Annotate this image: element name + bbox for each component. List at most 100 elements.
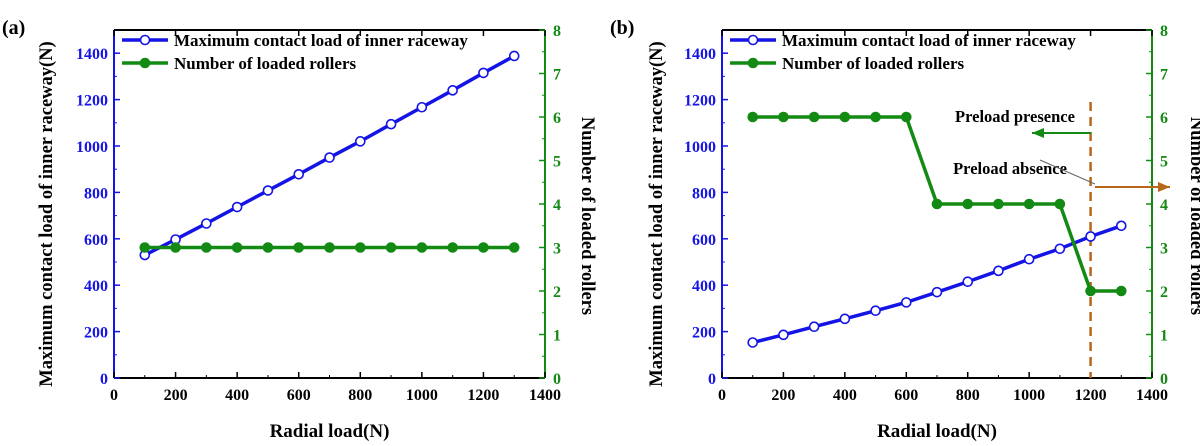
panel-b-y-tick-label: 1000 [684,139,716,156]
panel-b-x-tick-label: 1200 [1075,387,1107,404]
panel-b-y2-tick-label: 7 [1160,67,1168,84]
panel-b-series-2-point [1054,198,1066,210]
panel-b-series-2-point [993,198,1004,210]
panel-b-legend-marker-1 [747,34,759,46]
panel-b-annotation-text-1: Preload presence [955,107,1075,126]
panel-a-series-1-point [447,85,458,96]
panel-b-x-tick-label: 0 [718,387,726,404]
panel-a-x-tick-label: 1000 [406,387,438,404]
panel-a-series-2-point [293,242,305,253]
panel-b-series-2-point [870,111,881,123]
panel-b-x-tick-label: 400 [833,387,857,404]
panel-a-x-tick-label: 1200 [467,387,499,404]
panel-a-y2-tick-label: 6 [553,110,561,127]
panel-a-series-1-point [354,136,366,147]
panel-a-series-2-point [385,242,397,253]
panel-a-series-1-point [385,118,397,130]
panel-a-series-1-point [478,67,489,79]
panel-a-series-1-point [324,152,335,163]
panel-b-y2-tick-label: 1 [1160,328,1168,345]
panel-b-x-tick-label: 1000 [1013,387,1045,404]
panel-a-x-tick-label: 400 [225,387,249,404]
panel-b-series-1-point [900,297,912,308]
panel-b-annotation-text-2: Preload absence [953,159,1067,178]
panel-a-y-tick-label: 1200 [76,93,108,110]
panel-b-annotation-leader-line [1039,159,1096,185]
panel-a-series-2-point [508,242,520,253]
panel-a-y-tick-label: 600 [84,232,108,249]
panel-b-series-1-point [1054,243,1066,255]
panel-a-y2-tick-label: 3 [553,241,561,258]
panel-b-series-2-point [900,111,912,123]
panel-a-series-2-point [139,242,151,253]
panel-a-series-2-point [354,242,366,253]
panel-a-x-axis-label: Radial load(N) [270,421,390,442]
panel-b-y2-tick-label: 6 [1160,110,1168,127]
panel-b-series-1-point [1085,231,1096,242]
panel-a-y2-tick-label: 0 [553,371,561,388]
panel-a-x-tick-label: 1400 [529,387,561,404]
panel-b-series-2-point [747,111,759,123]
panel-b-series-2-point [931,198,943,210]
panel-b-legend-label-2: Number of loaded rollers [782,54,964,73]
panel-a-series-2-point [478,242,489,253]
panel-b-legend-label-1: Maximum contact load of inner raceway [782,31,1076,50]
panel-a-series-1-point [293,169,305,180]
panel-a-y-tick-label: 200 [84,325,108,342]
panel-a-legend-label-1: Maximum contact load of inner raceway [174,31,468,50]
panel-a-y-tick-label: 1400 [76,46,108,63]
panel-a-series-1-point [508,50,520,62]
panel-a-series-1-point [262,185,274,196]
panel-b-series-1-point [931,286,943,298]
panel-a-legend-marker-2 [139,57,151,69]
panel-b-series-1-point [962,276,974,288]
panel-a-y-tick-label: 1000 [76,139,108,156]
panel-b-y2-tick-label: 8 [1160,23,1168,40]
panel-b-y-tick-label: 400 [692,278,716,295]
panel-a-y-tick-label: 400 [84,278,108,295]
panel-b-series-1-point [1023,253,1035,265]
panel-a-y-axis-label: Maximum contact load of inner raceway(N) [37,41,57,386]
panel-b-series-1-point [778,329,789,341]
panel-a-legend-marker-1 [139,34,151,46]
panel-b-series-2-point [839,111,851,123]
panel-b-legend-marker-2 [747,57,759,69]
panel-b-x-tick-label: 600 [894,387,918,404]
panel-a-x-tick-label: 200 [164,387,188,404]
panel-a-series-2-point [231,242,243,253]
panel-b-y-axis-label: Maximum contact load of inner raceway(N) [647,41,667,386]
panel-b-series-1-point [808,321,820,333]
panel-b-y2-axis-label: Number of loaded rollers [1186,117,1200,315]
panel-b-y2-tick-label: 5 [1160,154,1168,171]
panel-b-y-tick-label: 800 [692,185,716,202]
panel-b-y2-tick-label: 2 [1160,284,1168,301]
panel-b-series-2-point [1085,285,1096,297]
panel-b-series-2-point [962,198,974,210]
panel-b-series-2-point [778,111,789,123]
panel-b-x-tick-label: 800 [956,387,980,404]
panel-b-series-1-point [1115,220,1127,232]
panel-b-series-1-point [747,337,759,348]
panel-a-series-2-point [324,242,335,253]
panel-b-y2-tick-label: 0 [1160,371,1168,388]
panel-b-y-tick-label: 1400 [684,46,716,63]
panel-a-series-1-point [231,201,243,213]
panel-b-y-tick-label: 0 [708,371,716,388]
panel-b-series-1-point [870,305,881,317]
panel-b-series-line-1 [752,224,1122,345]
panel-b-y2-tick-label: 3 [1160,241,1168,258]
panel-a-series-2-point [447,242,458,253]
panel-a-y-tick-label: 800 [84,185,108,202]
panel-b-annotation-arrow-head-2 [1158,182,1170,192]
panel-a-y2-tick-label: 4 [553,197,561,214]
panel-b-series-2-point [1023,198,1035,210]
panel-a-series-1-point [201,218,212,229]
panel-b-series-2-point [1115,285,1127,297]
panel-a-y2-tick-label: 8 [553,23,561,40]
panel-b-y-tick-label: 200 [692,325,716,342]
panel-a-series-2-point [262,242,274,253]
panel-b-y-tick-label: 1200 [684,93,716,110]
panel-b-series-1-point [993,265,1004,277]
panel-a-x-tick-label: 0 [110,387,118,404]
